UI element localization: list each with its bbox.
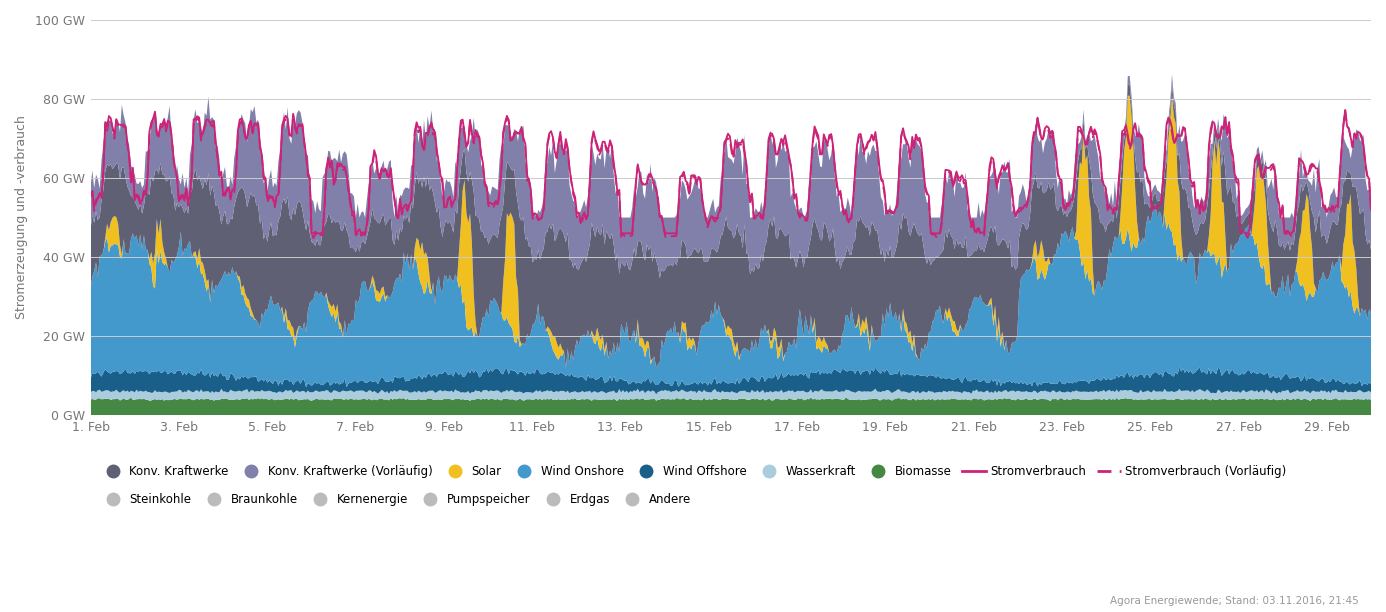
Text: Agora Energiewende; Stand: 03.11.2016, 21:45: Agora Energiewende; Stand: 03.11.2016, 2… [1110, 596, 1358, 606]
Y-axis label: Stromerzeugung und -verbrauch: Stromerzeugung und -verbrauch [15, 116, 28, 319]
Legend: Steinkohle, Braunkohle, Kernenergie, Pumpspeicher, Erdgas, Andere: Steinkohle, Braunkohle, Kernenergie, Pum… [97, 488, 696, 510]
